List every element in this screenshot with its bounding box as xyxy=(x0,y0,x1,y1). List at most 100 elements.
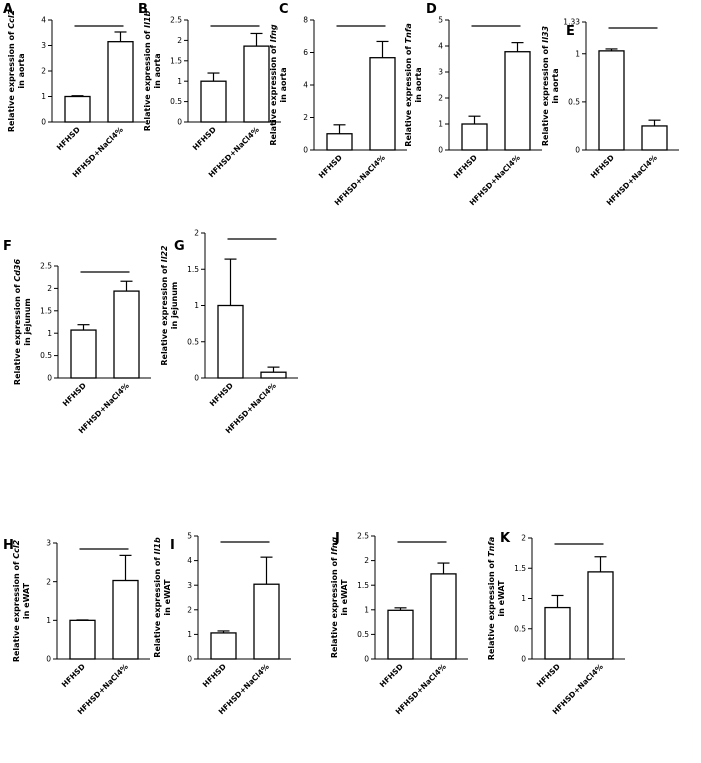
bar xyxy=(430,573,457,660)
y-axis-label: Relative expression of Il1b xyxy=(153,537,162,658)
y-tick-label: 4 xyxy=(438,42,443,51)
y-tick-label: 3 xyxy=(41,41,46,50)
y-axis-label: Relative expression of Il33 xyxy=(541,25,550,146)
x-tick-label: HFHSD xyxy=(191,125,218,152)
y-tick-label: 0 xyxy=(47,374,52,383)
y-axis-label: Relative expression of Tnfa xyxy=(404,23,413,146)
y-tick-label: 1.5 xyxy=(514,564,526,573)
y-axis-label-gene: Il1b xyxy=(153,537,162,554)
y-tick-label: 1.5 xyxy=(357,581,369,590)
x-tick-label: HFHSD xyxy=(201,662,228,689)
y-tick-label: 2 xyxy=(46,577,51,586)
y-tick-label: 4 xyxy=(303,81,308,90)
y-tick-label: 2 xyxy=(521,534,526,543)
y-axis-label-tissue: in aorta xyxy=(551,68,560,103)
y-axis-label-gene: Ccl2 xyxy=(12,539,21,558)
bar xyxy=(544,606,571,660)
y-axis-label: Relative expression of Ifng xyxy=(330,537,339,659)
y-tick-label: 0 xyxy=(187,655,192,664)
y-tick-label: 0 xyxy=(194,374,199,383)
y-axis-label-gene: Ifng xyxy=(330,537,339,555)
y-axis-label-tissue: in eWAT xyxy=(163,579,172,616)
y-axis-label-gene: Ccl2 xyxy=(7,9,16,28)
y-axis-label: Relative expression of Il1b xyxy=(143,11,152,132)
y-tick-label: 1 xyxy=(575,49,580,58)
y-tick-label: 3 xyxy=(187,581,192,590)
y-axis-label-gene: Cd36 xyxy=(13,259,22,282)
panel-letter: I xyxy=(170,538,175,553)
y-axis-label: Relative expression of Il22 xyxy=(160,245,169,366)
y-tick-label: 0 xyxy=(41,118,46,127)
y-tick-label: 0 xyxy=(575,146,580,155)
x-tick-label: HFHSD xyxy=(208,381,235,408)
bar xyxy=(260,371,287,379)
y-tick-label: 1 xyxy=(438,120,443,129)
y-axis-label: Relative expression of Tnfa xyxy=(487,537,496,660)
panel-letter: F xyxy=(3,239,12,254)
y-tick-label: 1 xyxy=(177,77,182,86)
y-axis-label: Relative expression of Ccl2 xyxy=(12,539,21,662)
y-tick-label: 1 xyxy=(364,605,369,614)
bar xyxy=(112,579,139,660)
y-tick-label: 1.5 xyxy=(40,306,52,315)
y-axis-label-prefix: Relative expression of xyxy=(487,557,496,660)
x-tick-label: HFHSD xyxy=(535,662,562,689)
panel-letter: D xyxy=(426,2,437,17)
y-axis-label-tissue: in jejunum xyxy=(23,298,32,346)
y-axis-label-tissue: in jejunum xyxy=(170,282,179,330)
bar xyxy=(200,80,227,123)
panel-letter: C xyxy=(279,2,289,17)
bar xyxy=(253,583,280,660)
y-tick-label: 2 xyxy=(177,36,182,45)
y-axis-label-prefix: Relative expression of xyxy=(7,29,16,132)
x-tick-label: HFHSD xyxy=(378,662,405,689)
y-tick-label: 0.5 xyxy=(40,351,52,360)
y-axis-label-tissue: in aorta xyxy=(279,67,288,102)
bar xyxy=(70,329,97,379)
y-tick-label: 2 xyxy=(438,94,443,103)
panel-letter: H xyxy=(3,538,14,553)
y-tick-label: 1.33 xyxy=(563,18,580,27)
y-tick-label: 1 xyxy=(46,616,51,625)
x-tick-label: HFHSD xyxy=(61,381,88,408)
y-tick-label: 0.5 xyxy=(514,624,526,633)
y-axis-label-prefix: Relative expression of xyxy=(269,42,278,145)
panel-letter: A xyxy=(3,2,13,17)
y-axis-label-tissue: in aorta xyxy=(414,67,423,102)
bar xyxy=(369,57,396,151)
y-axis-label-prefix: Relative expression of xyxy=(13,282,22,385)
y-axis-label-tissue: in aorta xyxy=(17,53,26,88)
y-axis-label-gene: Tnfa xyxy=(487,537,496,557)
y-tick-label: 2.5 xyxy=(170,16,182,25)
y-tick-label: 2 xyxy=(41,67,46,76)
y-tick-label: 0 xyxy=(438,146,443,155)
y-tick-label: 1.5 xyxy=(187,265,199,274)
y-tick-label: 1 xyxy=(194,301,199,310)
y-tick-label: 0 xyxy=(521,655,526,664)
y-axis-label-prefix: Relative expression of xyxy=(330,555,339,658)
y-tick-label: 2 xyxy=(303,113,308,122)
x-tick-label: HFHSD xyxy=(452,153,479,180)
x-tick-label: HFHSD xyxy=(60,662,87,689)
y-tick-label: 3 xyxy=(438,68,443,77)
y-tick-label: 0.5 xyxy=(170,97,182,106)
y-axis-label-tissue: in eWAT xyxy=(340,579,349,616)
y-tick-label: 2 xyxy=(47,284,52,293)
y-tick-label: 0.5 xyxy=(357,630,369,639)
bar xyxy=(107,41,134,123)
y-tick-label: 0 xyxy=(303,146,308,155)
y-axis-label-tissue: in aorta xyxy=(153,53,162,88)
y-axis-label-prefix: Relative expression of xyxy=(404,43,413,146)
y-tick-label: 0.5 xyxy=(187,337,199,346)
y-tick-label: 4 xyxy=(41,16,46,25)
bar xyxy=(598,50,625,151)
y-tick-label: 5 xyxy=(438,16,443,25)
